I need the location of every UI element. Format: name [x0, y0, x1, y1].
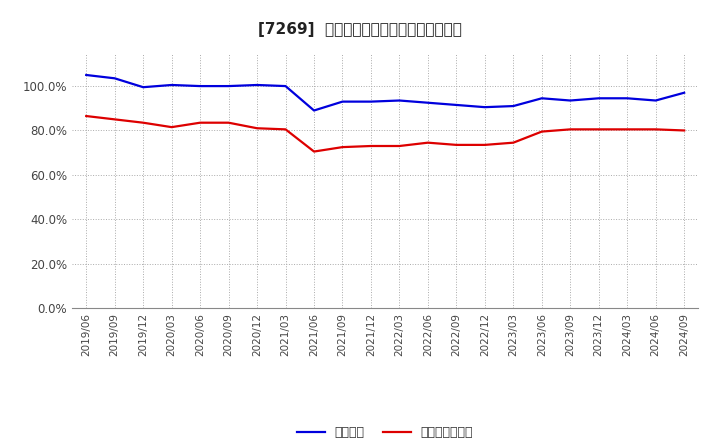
固定長期適合率	[366, 143, 375, 149]
固定比率	[423, 100, 432, 105]
固定比率	[480, 105, 489, 110]
固定比率	[82, 72, 91, 77]
固定比率	[253, 82, 261, 88]
固定長期適合率	[395, 143, 404, 149]
固定長期適合率	[509, 140, 518, 145]
固定長期適合率	[282, 127, 290, 132]
固定比率	[282, 84, 290, 89]
固定長期適合率	[480, 142, 489, 147]
固定長期適合率	[595, 127, 603, 132]
固定長期適合率	[680, 128, 688, 133]
固定比率	[225, 84, 233, 89]
固定長期適合率	[338, 144, 347, 150]
固定比率	[595, 95, 603, 101]
Line: 固定比率: 固定比率	[86, 75, 684, 110]
固定長期適合率	[566, 127, 575, 132]
固定比率	[652, 98, 660, 103]
固定長期適合率	[167, 125, 176, 130]
Legend: 固定比率, 固定長期適合率: 固定比率, 固定長期適合率	[292, 422, 478, 440]
固定比率	[452, 103, 461, 108]
固定長期適合率	[110, 117, 119, 122]
固定比率	[167, 82, 176, 88]
固定比率	[509, 103, 518, 109]
固定比率	[366, 99, 375, 104]
固定長期適合率	[310, 149, 318, 154]
固定長期適合率	[623, 127, 631, 132]
固定比率	[139, 84, 148, 90]
固定比率	[537, 95, 546, 101]
固定長期適合率	[452, 142, 461, 147]
Line: 固定長期適合率: 固定長期適合率	[86, 116, 684, 151]
固定比率	[310, 108, 318, 113]
固定長期適合率	[537, 129, 546, 134]
固定比率	[566, 98, 575, 103]
固定比率	[395, 98, 404, 103]
固定比率	[338, 99, 347, 104]
固定長期適合率	[652, 127, 660, 132]
Text: [7269]  固定比率、固定長期適合率の推移: [7269] 固定比率、固定長期適合率の推移	[258, 22, 462, 37]
固定長期適合率	[196, 120, 204, 125]
固定比率	[623, 95, 631, 101]
固定長期適合率	[225, 120, 233, 125]
固定長期適合率	[253, 125, 261, 131]
固定比率	[680, 90, 688, 95]
固定比率	[196, 84, 204, 89]
固定長期適合率	[82, 114, 91, 119]
固定比率	[110, 76, 119, 81]
固定長期適合率	[139, 120, 148, 125]
固定長期適合率	[423, 140, 432, 145]
